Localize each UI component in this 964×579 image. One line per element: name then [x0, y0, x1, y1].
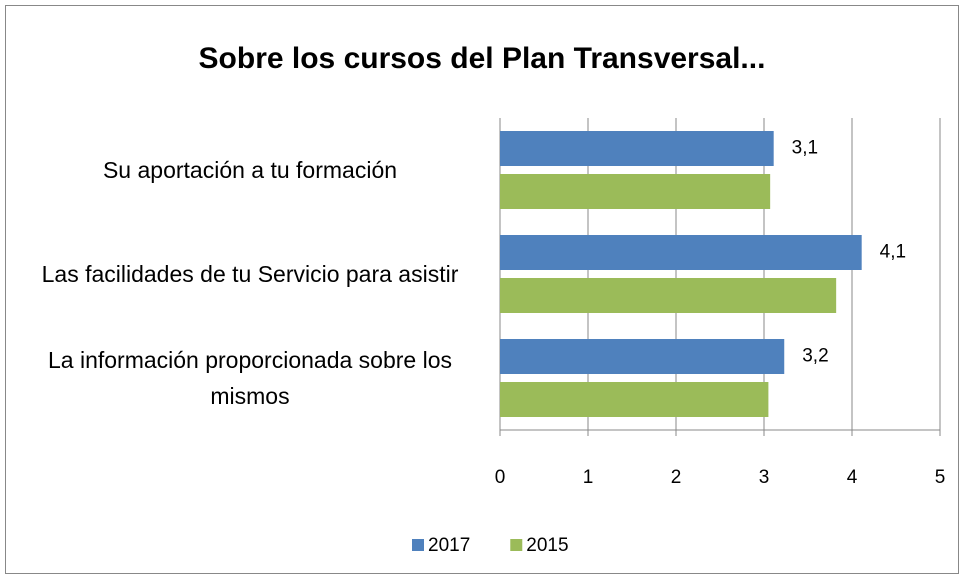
data-label: 3,2: [802, 346, 828, 367]
bar: [500, 235, 862, 270]
y-tick-label: La información proporcionada sobre los m…: [47, 347, 453, 409]
x-tick-label: 1: [583, 467, 594, 488]
y-tick-label: Su aportación a tu formación: [102, 157, 398, 183]
legend-label: 2015: [526, 535, 568, 556]
bar: [500, 174, 771, 209]
x-tick-label: 3: [759, 467, 770, 488]
x-tick-label: 0: [495, 467, 506, 488]
bar: [500, 278, 837, 313]
legend-swatch: [412, 539, 424, 551]
data-label: 3,1: [792, 138, 818, 159]
legend-label: 2017: [428, 535, 470, 556]
y-tick-label: Las facilidades de tu Servicio para asis…: [41, 261, 459, 287]
bar: [500, 131, 774, 166]
bar: [500, 382, 769, 417]
x-tick-label: 2: [671, 467, 682, 488]
chart-title: Sobre los cursos del Plan Transversal...: [199, 42, 766, 75]
x-tick-label: 5: [935, 467, 946, 488]
legend-swatch: [510, 539, 523, 551]
x-tick-label: 4: [847, 467, 858, 488]
data-label: 4,1: [880, 242, 906, 263]
bar: [500, 339, 785, 374]
